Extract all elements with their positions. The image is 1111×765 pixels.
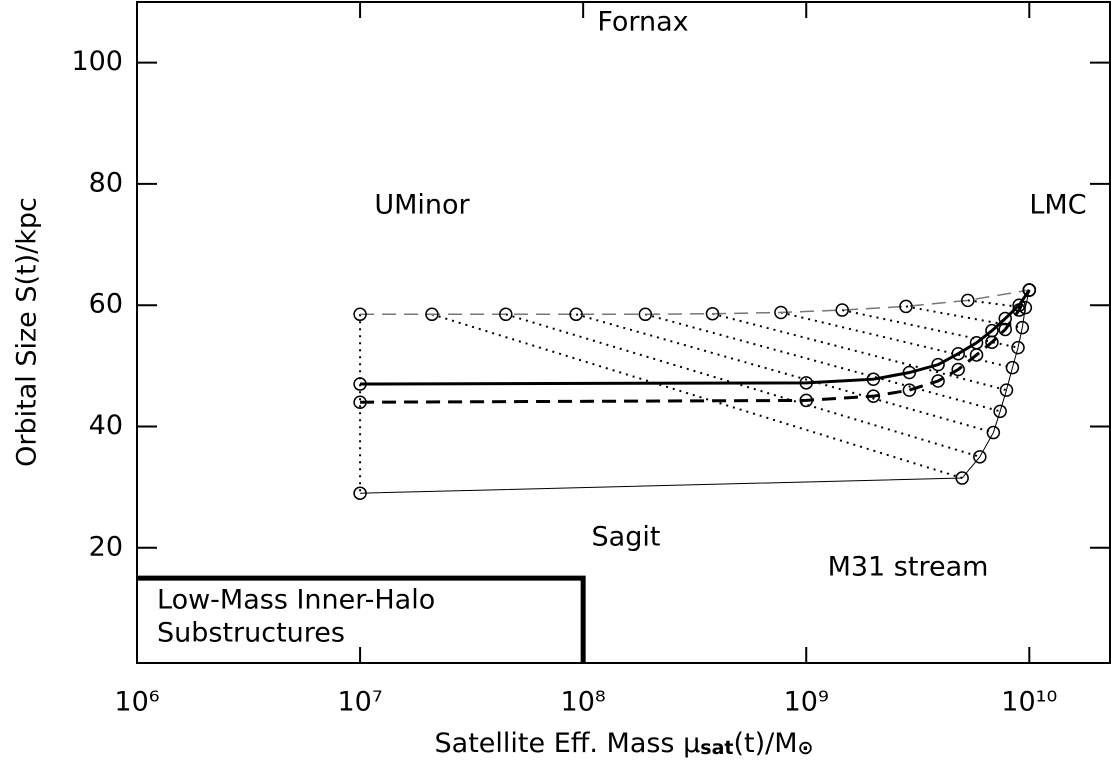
point [499,307,513,322]
isochrone [842,309,1019,349]
isochrone [505,313,981,458]
point [866,389,881,403]
point [902,365,917,380]
x-tick-label: 10⁷ [337,687,382,718]
x-axis-label: Satellite Eff. Mass μsat(t)/M⊙ [435,728,814,760]
series-line [360,289,1031,404]
point [931,357,945,372]
point [902,383,917,397]
point [1005,360,1020,375]
isochrone [645,313,1001,413]
series-line [360,289,1030,494]
isochrone [967,299,1026,309]
point [425,307,439,322]
point [973,450,987,464]
point [951,362,965,377]
annotation: Sagit [592,522,661,553]
annotation: UMinor [374,190,470,221]
y-tick-label: 40 [89,410,123,441]
annotation: M31 stream [828,552,989,583]
point [955,471,969,485]
point [705,306,720,321]
point [353,486,367,500]
x-tick-label: 10¹⁰ [1001,687,1057,718]
x-axis-label-part: ⊙ [798,737,814,759]
isochrone [575,313,994,434]
plot-frame [136,1,1111,664]
series-line [360,289,1030,316]
point [931,374,945,388]
x-axis-label-part: (t)/M [733,728,797,759]
annotation: Fornax [597,7,688,38]
point [961,293,975,308]
y-axis-label: Orbital Size S(t)/kpc [12,197,43,467]
point [999,383,1014,397]
x-tick-label: 10⁶ [114,687,159,718]
point [998,322,1012,337]
point [799,393,813,408]
point [866,372,881,386]
point [951,346,965,361]
point [1015,320,1030,335]
region-label: Substructures [157,618,345,649]
x-axis-label-part: sat [700,737,733,759]
point [1011,340,1025,355]
point [638,307,653,322]
point [986,425,1001,440]
point [774,305,788,320]
y-tick-label: 60 [89,289,123,320]
point [799,376,813,390]
point [353,307,367,322]
point [1022,283,1037,297]
point [993,404,1007,419]
point [569,307,583,322]
annotation: LMC [1029,190,1086,221]
point [985,335,999,349]
point [353,377,367,391]
point [969,348,984,362]
x-tick-label: 10⁹ [784,687,829,718]
region-box [137,575,586,663]
x-axis-label-part: Satellite Eff. Mass μ [435,728,701,759]
y-tick-label: 80 [89,167,123,198]
point [899,299,913,314]
point [835,303,849,317]
isochrone [712,312,1007,392]
series-line [360,289,1031,386]
y-tick-label: 100 [71,46,123,77]
x-tick-label: 10⁸ [561,687,606,718]
point [353,395,367,409]
point [998,311,1012,326]
y-tick-label: 20 [89,531,123,562]
isochrone [431,313,963,479]
point [1018,300,1033,315]
region-label: Low-Mass Inner-Halo [157,585,435,616]
